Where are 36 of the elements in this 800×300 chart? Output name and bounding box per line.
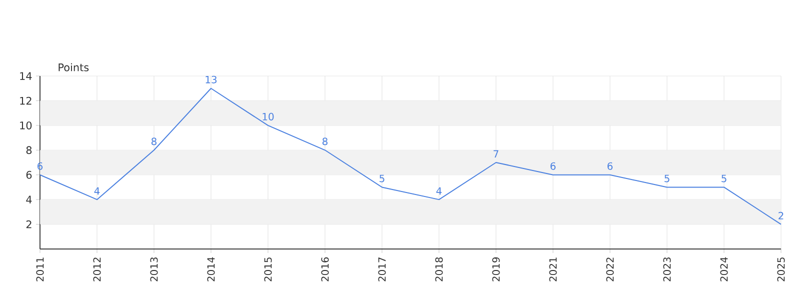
x-tick-label: 2015: [264, 258, 272, 282]
line-series: [40, 88, 782, 225]
x-tick-label: 2016: [321, 257, 329, 282]
x-tick-label: 2013: [150, 257, 158, 282]
data-label: 5: [380, 174, 384, 182]
data-label: 5: [664, 174, 670, 182]
data-label: 13: [206, 76, 217, 84]
data-label: 4: [436, 187, 442, 195]
x-tick-label: 2024: [720, 257, 728, 282]
y-axis-title: Points: [58, 63, 89, 72]
data-label: 6: [608, 162, 613, 170]
x-tick-label: 2011: [36, 258, 44, 282]
x-tick-label: 2019: [492, 257, 500, 282]
y-tick-label: 14: [20, 72, 32, 80]
data-label: 8: [152, 138, 156, 146]
y-tick-label: 4: [26, 196, 32, 204]
y-tick-label: 2: [26, 220, 32, 228]
x-tick-label: 2018: [435, 257, 443, 282]
y-tick-label: 12: [20, 96, 32, 105]
data-label: 4: [94, 187, 100, 195]
data-label: 2: [778, 212, 784, 220]
data-label: 10: [262, 112, 274, 120]
y-tick-label: 10: [20, 121, 32, 130]
x-tick-label: 2023: [663, 257, 671, 282]
x-tick-label: 2017: [378, 258, 386, 282]
x-tick-label: 2025: [777, 258, 785, 282]
x-tick-label: 2014: [207, 257, 215, 282]
x-tick-label: 2021: [549, 258, 557, 282]
y-tick-label: 8: [26, 146, 32, 154]
x-tick-label: 2012: [93, 258, 101, 282]
data-label: 5: [722, 174, 726, 182]
data-label: 8: [322, 138, 328, 146]
data-label: 6: [550, 162, 556, 170]
y-tick-label: 6: [26, 170, 32, 179]
data-label: 7: [494, 150, 498, 158]
x-tick-label: 2022: [606, 258, 614, 282]
